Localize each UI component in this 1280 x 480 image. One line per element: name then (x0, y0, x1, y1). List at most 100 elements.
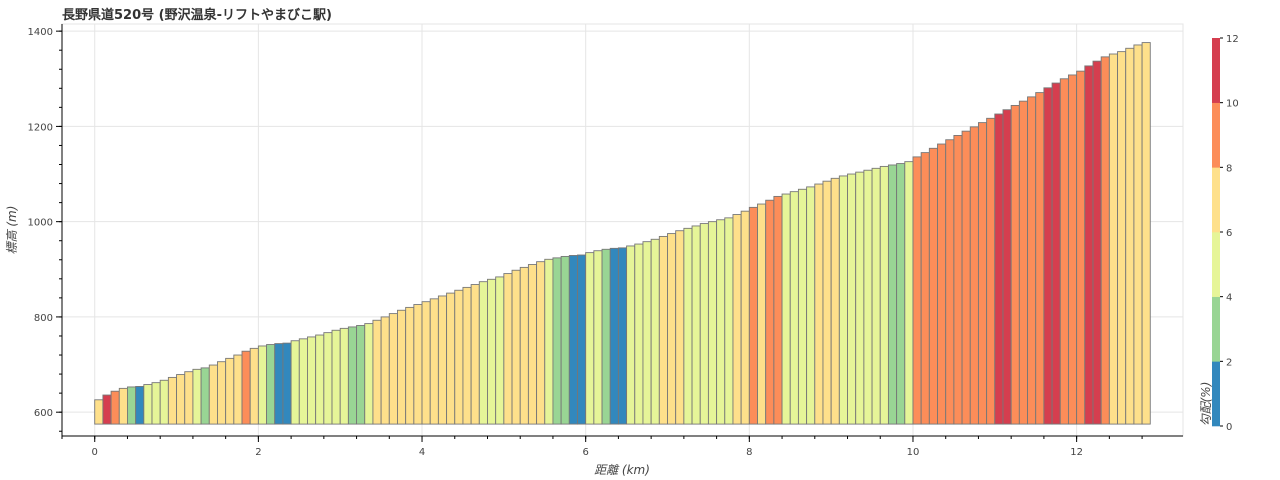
bars-group (94, 42, 1151, 425)
elevation-bar (806, 186, 816, 425)
colorbar-segment (1212, 296, 1220, 362)
elevation-bar (658, 235, 668, 425)
elevation-bar (920, 152, 930, 425)
x-tick-label: 4 (419, 447, 425, 458)
elevation-bar (429, 298, 439, 425)
elevation-bar (388, 313, 398, 425)
x-axis: 0 2 4 6 8 10 12 (61, 435, 1183, 458)
elevation-bar (454, 289, 464, 425)
elevation-bar (994, 113, 1004, 425)
elevation-bar (707, 221, 718, 425)
elevation-bar (257, 345, 268, 425)
y-tick-label: 1200 (28, 122, 53, 133)
colorbar-tick-label: 12 (1226, 34, 1239, 45)
colorbar-segment (1212, 38, 1220, 103)
colorbar-segment (1212, 102, 1220, 168)
x-tick-label: 12 (1070, 447, 1083, 458)
elevation-bar (282, 342, 292, 425)
elevation-bar (699, 223, 709, 425)
y-axis: 600 800 1000 1200 1400 (28, 24, 63, 436)
elevation-bar (331, 329, 341, 425)
elevation-bar (397, 309, 407, 425)
elevation-bar (274, 343, 284, 425)
x-tick-label: 8 (746, 447, 752, 458)
elevation-bar (200, 367, 210, 425)
elevation-bar (683, 227, 693, 425)
elevation-bar (904, 161, 914, 425)
elevation-bar (1035, 92, 1045, 425)
elevation-bar (208, 364, 218, 425)
elevation-bar (634, 243, 644, 425)
elevation-bar (781, 193, 791, 425)
elevation-bar (315, 334, 325, 425)
elevation-bar (347, 326, 358, 425)
x-axis-label: 距離 (km) (594, 463, 650, 477)
elevation-bar (642, 241, 652, 425)
elevation-bar (937, 143, 947, 425)
colorbar-tick-label: 6 (1226, 228, 1232, 239)
elevation-bar (560, 255, 570, 425)
chart-title: 長野県道520号 (野沢温泉-リフトやまびこ駅) (62, 7, 332, 23)
colorbar-segment (1212, 167, 1220, 233)
elevation-bar (1043, 87, 1053, 425)
colorbar-tick-label: 2 (1226, 357, 1232, 368)
elevation-bar (536, 261, 546, 425)
colorbar-label: 勾配(%) (1199, 382, 1213, 427)
elevation-bar (241, 350, 251, 425)
elevation-bar (814, 183, 824, 425)
elevation-bar (127, 386, 137, 425)
elevation-bar (855, 171, 865, 425)
elevation-bar (577, 254, 587, 425)
elevation-bar (789, 191, 799, 425)
elevation-bar (192, 368, 202, 425)
elevation-bar (413, 304, 423, 425)
elevation-bar (380, 316, 390, 425)
elevation-bar (511, 269, 521, 425)
elevation-bar (462, 286, 472, 425)
elevation-bar (765, 199, 775, 425)
elevation-bar (961, 130, 971, 425)
colorbar-segment (1212, 361, 1220, 427)
elevation-bar (176, 374, 186, 425)
elevation-bar (184, 371, 194, 425)
colorbar-tick-label: 0 (1226, 422, 1232, 433)
elevation-bar (372, 319, 382, 425)
elevation-bar (470, 284, 480, 425)
elevation-bar (601, 248, 611, 425)
elevation-bar (323, 332, 333, 425)
elevation-bar (233, 354, 243, 425)
elevation-bar (830, 177, 840, 425)
colorbar-tick-label: 10 (1226, 99, 1239, 110)
elevation-bar (298, 338, 308, 425)
elevation-bar (94, 399, 104, 425)
elevation-bar (143, 384, 153, 425)
elevation-bar (1051, 82, 1061, 425)
elevation-bar (503, 273, 513, 425)
elevation-bar (446, 292, 456, 425)
elevation-bar (1067, 74, 1078, 425)
elevation-bar (519, 266, 529, 425)
elevation-bar (945, 139, 955, 425)
elevation-bar (617, 247, 628, 425)
elevation-bar (478, 281, 488, 425)
elevation-bar (1092, 60, 1102, 425)
elevation-bar (339, 327, 349, 425)
colorbar-tick-label: 8 (1226, 163, 1232, 174)
elevation-bar (1059, 78, 1069, 425)
elevation-bar (691, 225, 701, 425)
elevation-bar (912, 156, 922, 425)
elevation-bar (740, 210, 750, 425)
elevation-bar (1084, 65, 1094, 425)
elevation-bar (1141, 42, 1151, 425)
x-tick-label: 2 (255, 447, 261, 458)
elevation-bar (953, 135, 963, 425)
elevation-bar (110, 390, 120, 425)
elevation-bar (871, 167, 881, 425)
elevation-bar (421, 301, 431, 425)
elevation-bar (609, 247, 619, 425)
y-axis-label: 標高 (m) (5, 206, 19, 255)
elevation-bar (118, 387, 128, 425)
elevation-bar (527, 264, 538, 425)
elevation-bar (896, 163, 906, 425)
